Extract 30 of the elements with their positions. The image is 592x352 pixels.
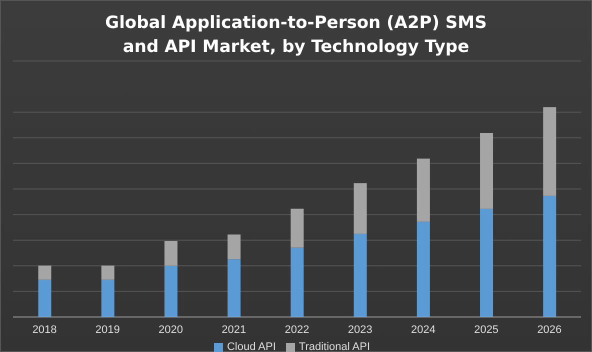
legend-label: Cloud API bbox=[226, 341, 276, 352]
bar bbox=[228, 234, 241, 260]
bar bbox=[480, 208, 494, 317]
x-tick-label: 2020 bbox=[158, 324, 184, 336]
bar bbox=[164, 241, 178, 266]
x-tick-label: 2026 bbox=[537, 324, 562, 336]
x-tick-label: 2022 bbox=[284, 324, 310, 336]
bar bbox=[290, 208, 304, 248]
bar bbox=[543, 196, 556, 317]
bar bbox=[416, 222, 430, 317]
x-tick-label: 2021 bbox=[222, 324, 246, 336]
bar bbox=[480, 132, 494, 209]
x-tick-label: 2025 bbox=[474, 324, 499, 336]
chart-title: Global Application-to-Person (A2P) SMS and API Market, by Technology Type bbox=[104, 12, 488, 59]
bar bbox=[101, 266, 114, 280]
x-tick-label: 2023 bbox=[348, 324, 372, 336]
bar bbox=[38, 266, 52, 280]
bar bbox=[228, 259, 241, 317]
bar bbox=[290, 247, 304, 317]
bar bbox=[543, 107, 556, 196]
bar bbox=[354, 233, 367, 317]
bar bbox=[164, 266, 178, 317]
x-tick-label: 2018 bbox=[32, 324, 57, 336]
legend-label: Traditional API bbox=[298, 341, 370, 352]
bar bbox=[38, 279, 52, 317]
x-tick-label: 2024 bbox=[410, 324, 436, 336]
x-tick-label: 2019 bbox=[95, 324, 120, 336]
bar bbox=[354, 183, 367, 234]
bar bbox=[416, 158, 430, 222]
bar bbox=[101, 279, 114, 317]
